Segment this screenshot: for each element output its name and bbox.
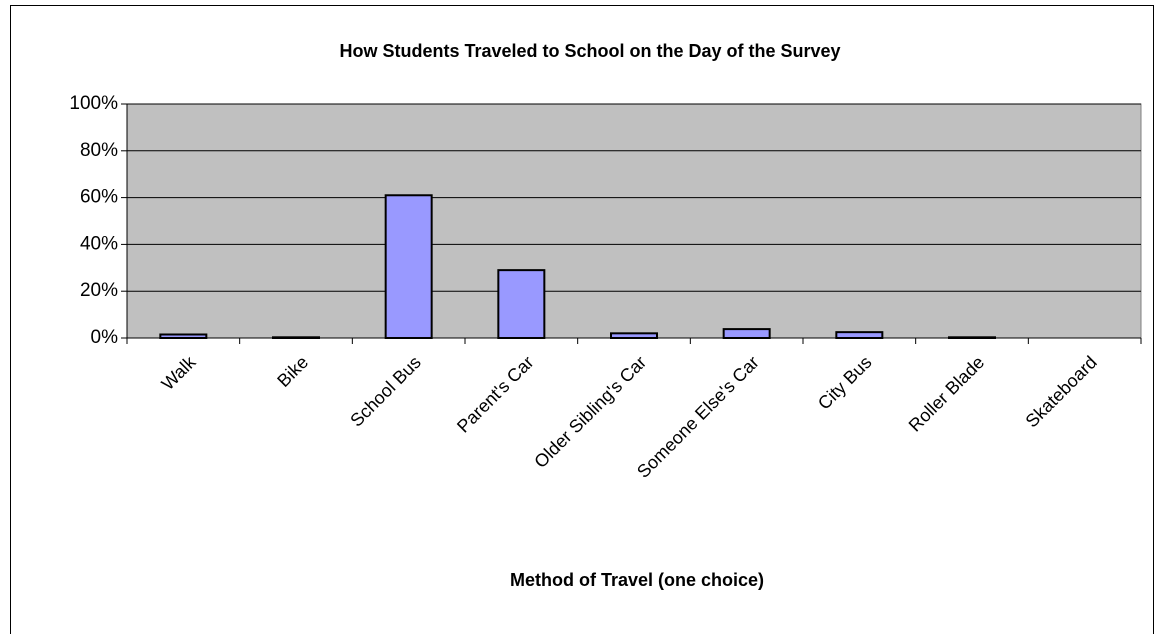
bar — [610, 332, 658, 340]
bar — [384, 194, 433, 339]
plot-area — [126, 103, 1142, 339]
x-tick-label: Walk — [158, 351, 201, 394]
x-tick-label: Older Sibling's Car — [530, 352, 650, 472]
y-tick-label: 0% — [91, 327, 119, 348]
x-axis-title: Method of Travel (one choice) — [510, 570, 764, 590]
x-tick-label: School Bus — [346, 352, 425, 431]
bar — [159, 333, 208, 339]
chart-title: How Students Traveled to School on the D… — [339, 41, 840, 61]
bar — [835, 331, 884, 339]
y-tick-label: 100% — [69, 93, 118, 114]
y-tick-label: 20% — [80, 280, 118, 301]
x-tick-label: Someone Else's Car — [633, 352, 763, 482]
x-tick-label: Skateboard — [1022, 352, 1101, 431]
x-tick-label: Parent's Car — [453, 352, 537, 436]
bar — [722, 328, 771, 340]
y-tick-label: 80% — [80, 140, 118, 161]
y-tick-label: 40% — [80, 233, 118, 254]
y-tick-label: 60% — [80, 187, 118, 208]
bar — [497, 269, 546, 340]
x-tick-label: Roller Blade — [905, 352, 988, 435]
x-tick-label: Bike — [273, 352, 312, 391]
x-tick-label: City Bus — [814, 352, 876, 414]
